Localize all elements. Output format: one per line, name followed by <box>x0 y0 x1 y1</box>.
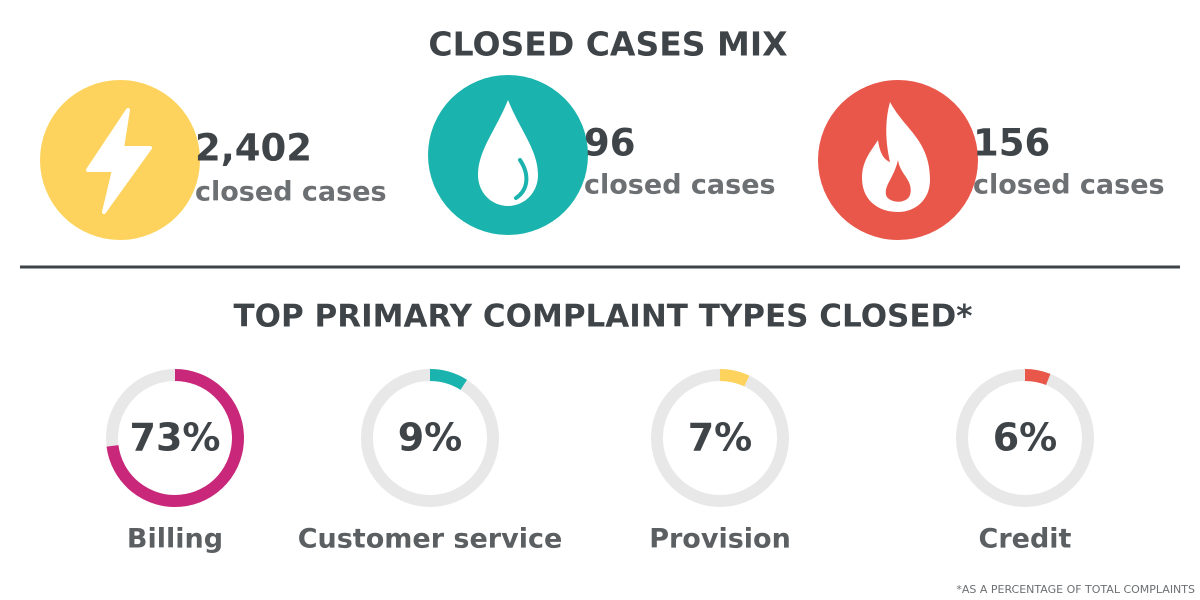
icon-power <box>40 80 200 240</box>
stat-label: closed cases <box>973 170 1165 201</box>
donut-value-label: 9% <box>398 416 463 460</box>
donut-arc <box>1024 369 1051 386</box>
donut-value-label: 6% <box>993 416 1058 460</box>
stat-label: closed cases <box>584 170 776 201</box>
category-label: Credit <box>979 524 1072 555</box>
donut-value-label: 73% <box>130 416 221 460</box>
page-title: CLOSED CASES MIX <box>428 25 787 64</box>
icon-fire <box>818 80 978 240</box>
stat-count: 96 <box>584 122 636 165</box>
donut-arc <box>719 369 750 387</box>
icon-water <box>428 75 588 235</box>
stat-count: 2,402 <box>195 127 312 170</box>
donut-value-label: 7% <box>688 416 753 460</box>
stat-label: closed cases <box>195 177 387 208</box>
category-label: Provision <box>649 524 791 555</box>
category-label: Billing <box>127 524 223 555</box>
stat-count: 156 <box>973 122 1050 165</box>
donut-arc <box>429 369 467 391</box>
footnote: *AS A PERCENTAGE OF TOTAL COMPLAINTS <box>956 583 1195 596</box>
section-title: TOP PRIMARY COMPLAINT TYPES CLOSED* <box>233 299 972 335</box>
donut-arc <box>106 369 244 507</box>
category-label: Customer service <box>298 524 563 555</box>
